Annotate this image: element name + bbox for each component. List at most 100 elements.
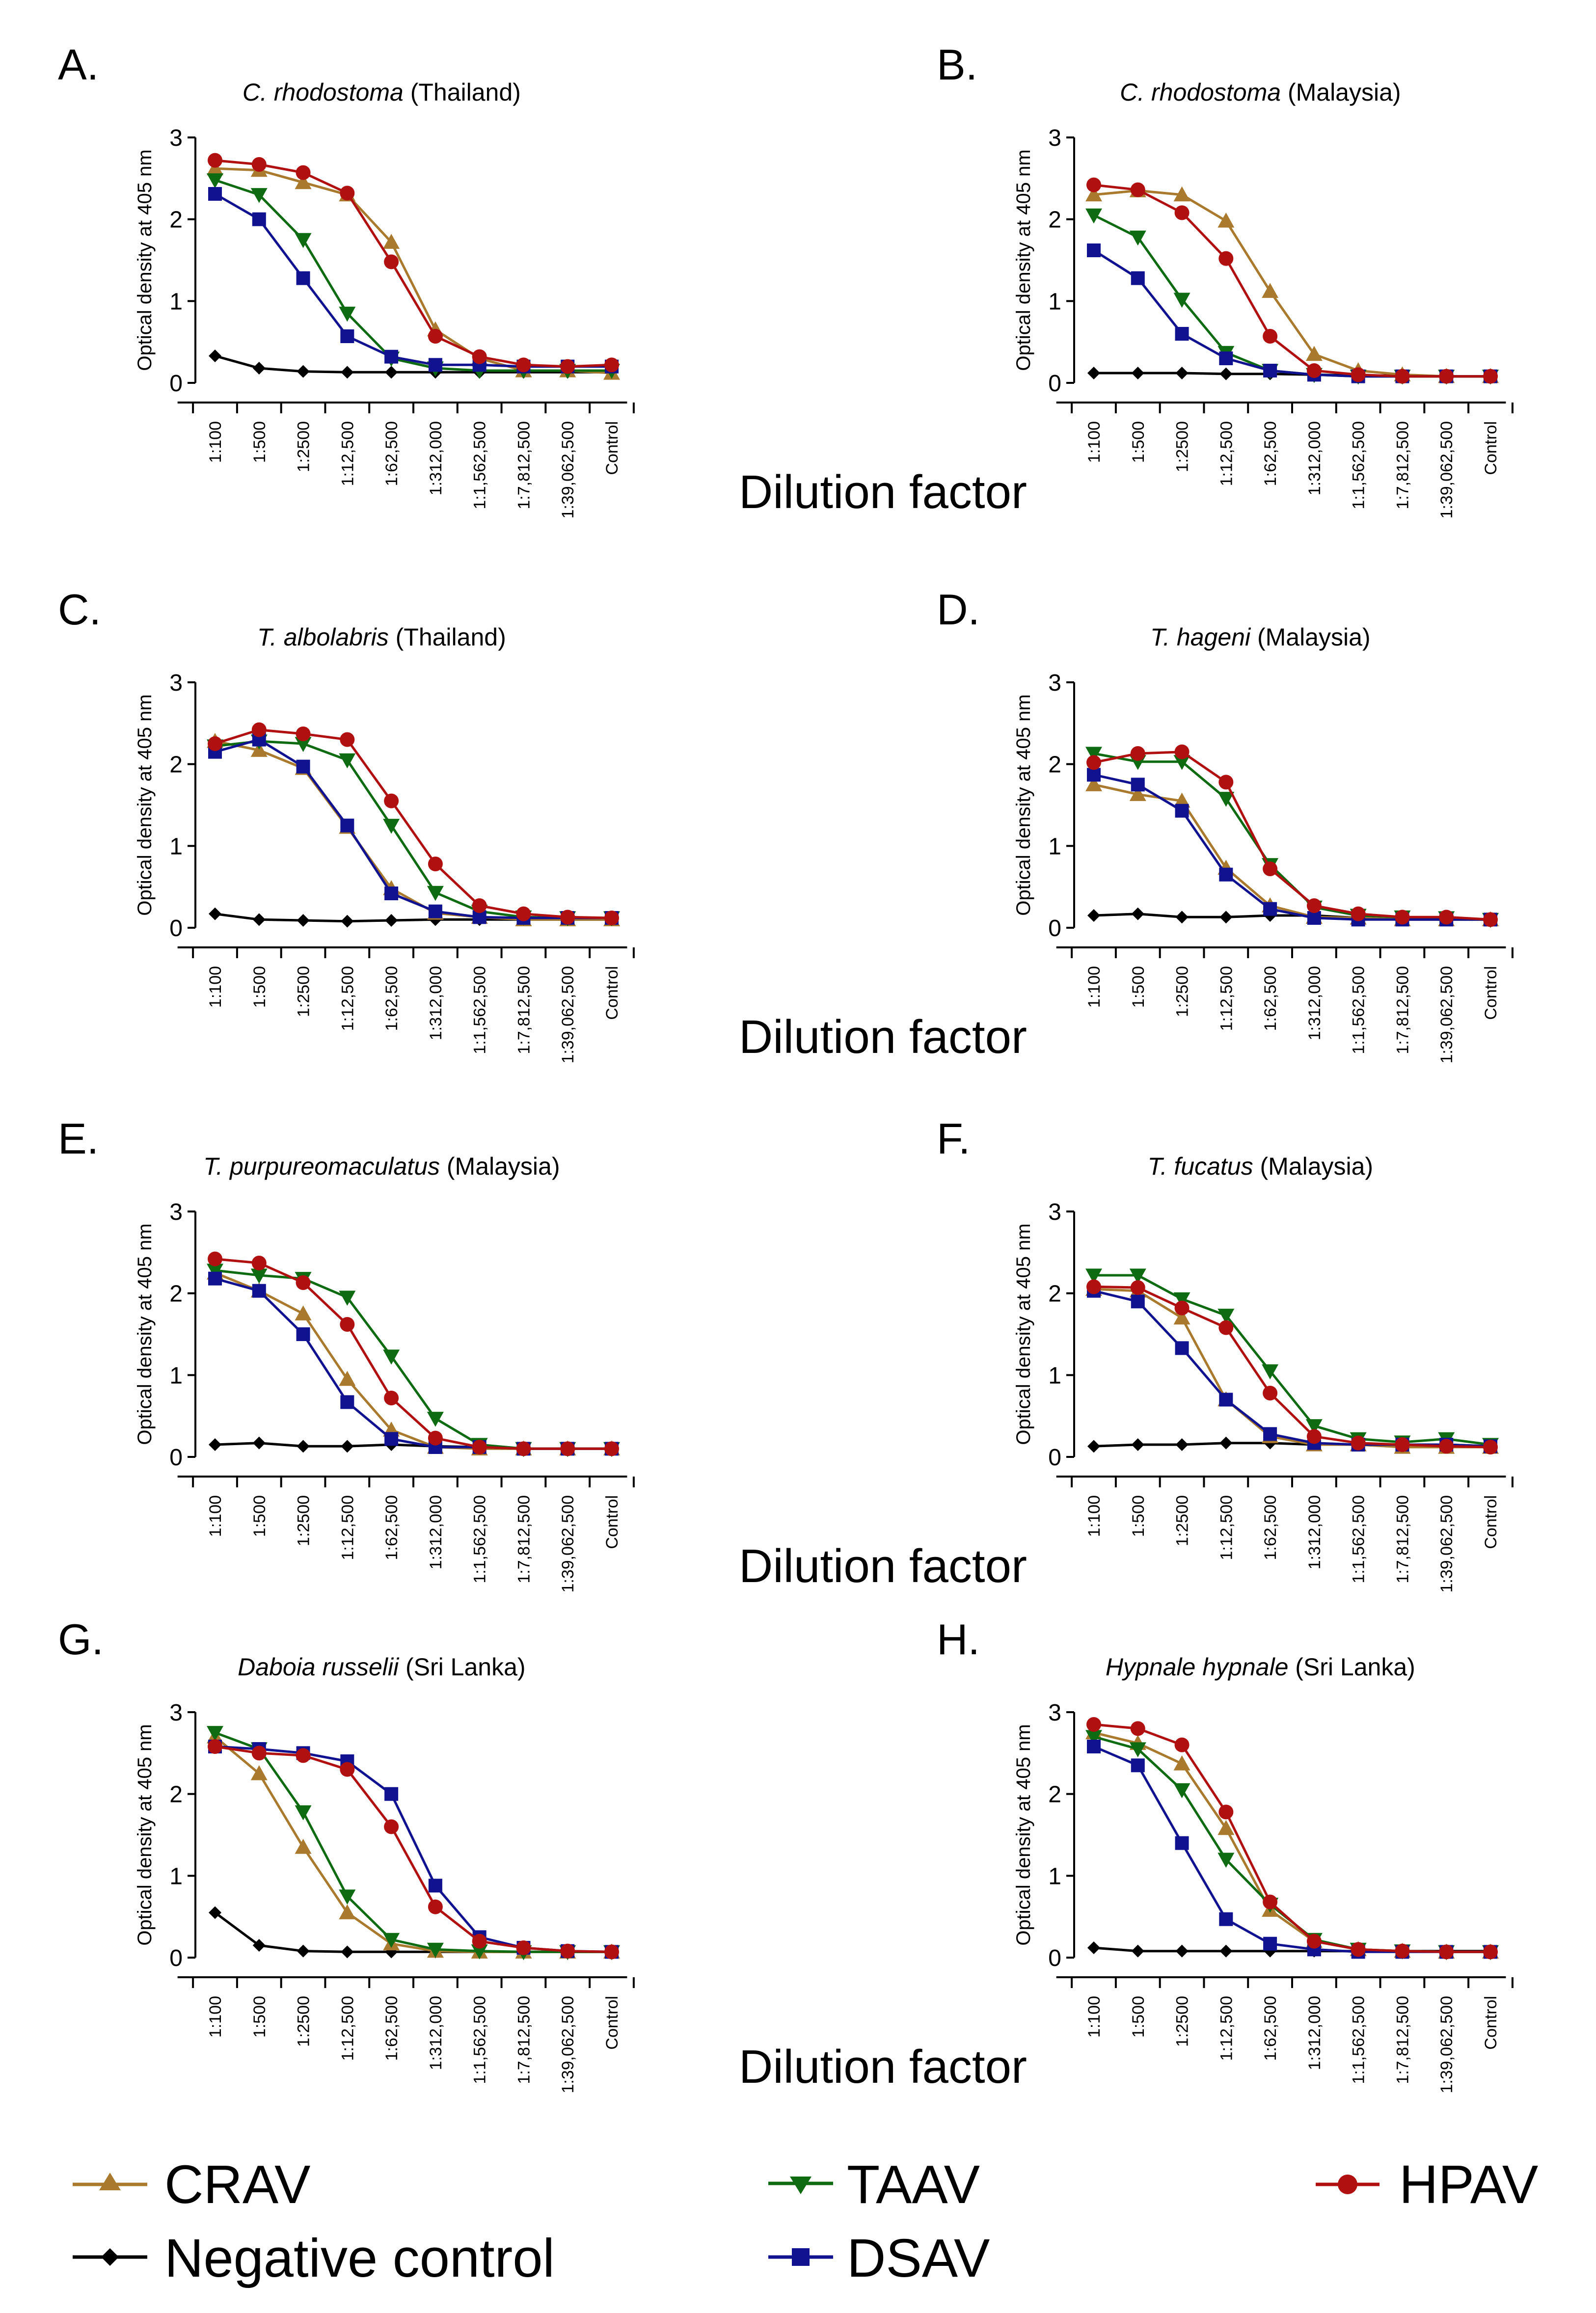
data-point-hpav (296, 1748, 311, 1763)
x-tick-label: 1:7,812,500 (514, 966, 533, 1054)
data-point-crav (1173, 186, 1190, 202)
panel-title-region: (Malaysia) (1281, 79, 1401, 106)
data-point-taav (1305, 1419, 1323, 1434)
panel-title: Daboia russelii (Sri Lanka) (238, 1653, 525, 1681)
data-point-taav (1217, 1853, 1235, 1868)
series-line-crav (215, 740, 612, 921)
x-tick-label: Control (1482, 1996, 1500, 2050)
series-line-hpav (1093, 1285, 1491, 1449)
data-point-dsav (1131, 778, 1145, 792)
legend-marker-negative-control (101, 2248, 119, 2266)
data-point-hpav (1351, 1942, 1366, 1957)
x-tick-label: 1:62,500 (1261, 421, 1280, 486)
x-tick-label: Control (1482, 421, 1500, 475)
panel-title-species: T. fucatus (1148, 1153, 1253, 1180)
x-tick-label: 1:7,812,500 (1393, 966, 1412, 1054)
data-point-taav (295, 1805, 312, 1821)
x-tick-label: 1:312,000 (1305, 966, 1324, 1040)
panel-title: Hypnale hypnale (Sri Lanka) (1106, 1653, 1415, 1681)
x-tick-label: 1:7,812,500 (514, 421, 533, 510)
data-point-crav (1305, 346, 1323, 361)
y-axis-label: Optical density at 405 nm (1013, 149, 1034, 371)
x-tick-label: 1:100 (206, 966, 225, 1008)
legend: CRAV TAAV HPAV Negative control DSAV (73, 2154, 1538, 2288)
data-point-hpav (1218, 1320, 1234, 1335)
panel-title-region: (Malaysia) (1253, 1153, 1373, 1180)
series-line-hpav (1093, 751, 1491, 921)
data-point-hpav (604, 1944, 619, 1960)
y-tick-label: 1 (1048, 1863, 1061, 1889)
data-point-hpav (1263, 1894, 1278, 1910)
y-tick-label: 3 (169, 1199, 183, 1225)
x-tick-label: 1:7,812,500 (1393, 1495, 1412, 1584)
data-point-negative-control (297, 365, 310, 378)
data-point-negative-control (297, 1944, 310, 1958)
data-point-hpav (604, 357, 619, 373)
data-point-dsav (1175, 1341, 1189, 1355)
data-point-negative-control (385, 914, 398, 927)
data-point-negative-control (252, 1436, 266, 1450)
data-point-hpav (428, 857, 443, 871)
y-tick-label: 3 (169, 670, 183, 696)
panel-title-region: (Malaysia) (1250, 623, 1370, 651)
x-tick-label: 1:312,000 (1305, 1996, 1324, 2070)
chart-panel-f: F. T. fucatus (Malaysia) 0 1 2 3 Optical densi… (739, 1114, 1514, 1593)
x-tick-label: 1:100 (206, 421, 225, 463)
data-point-taav (1173, 1783, 1190, 1799)
data-point-crav (295, 1305, 312, 1320)
data-point-dsav (296, 271, 310, 285)
data-point-negative-control (1131, 1944, 1144, 1958)
x-tick-label: 1:62,500 (382, 966, 401, 1031)
x-tick-label: 1:12,500 (338, 1495, 357, 1560)
data-point-dsav (1131, 1758, 1145, 1773)
y-tick-label: 0 (169, 1945, 183, 1971)
data-point-crav (1129, 786, 1146, 801)
data-point-dsav (1263, 902, 1277, 916)
x-axis-label: Dilution factor (739, 466, 1027, 518)
y-tick-label: 1 (1048, 1363, 1061, 1389)
data-point-hpav (208, 153, 222, 168)
data-point-taav (339, 1889, 356, 1905)
y-tick-label: 1 (169, 1863, 183, 1889)
data-point-dsav (1087, 1740, 1101, 1753)
data-point-dsav (428, 358, 442, 372)
x-axis-label: Dilution factor (739, 2041, 1027, 2093)
data-point-taav (1129, 1268, 1146, 1284)
chart-panel-g: G. Daboia russelii (Sri Lanka) 0 1 2 3 Optical… (58, 1615, 635, 2094)
x-tick-label: 1:1,562,500 (471, 966, 489, 1054)
x-tick-label: 1:12,500 (1217, 1495, 1236, 1560)
panel-title-region: (Malaysia) (440, 1153, 560, 1180)
y-tick-label: 0 (169, 371, 183, 397)
x-tick-label: 1:62,500 (1261, 1996, 1280, 2061)
x-tick-label: 1:500 (250, 421, 269, 463)
x-tick-label: 1:500 (250, 1996, 269, 2038)
data-point-taav (1129, 1742, 1146, 1757)
data-point-dsav (384, 350, 399, 364)
series-hpav (208, 722, 619, 925)
data-point-hpav (296, 165, 311, 180)
data-point-crav (1085, 776, 1102, 791)
data-point-crav (1085, 186, 1102, 202)
data-point-hpav (1395, 369, 1410, 384)
panel-title: T. purpureomaculatus (Malaysia) (203, 1153, 560, 1180)
x-tick-label: 1:100 (1085, 421, 1104, 463)
data-point-hpav (1218, 251, 1234, 266)
data-point-taav (207, 1726, 223, 1741)
y-tick-label: 3 (1048, 1700, 1061, 1726)
data-point-negative-control (252, 913, 266, 926)
data-point-crav (383, 234, 400, 249)
x-tick-label: 1:1,562,500 (471, 1996, 489, 2084)
data-point-crav (1217, 213, 1235, 228)
x-tick-label: 1:1,562,500 (471, 421, 489, 510)
data-point-taav (1129, 230, 1146, 246)
series-line-taav (1094, 1274, 1491, 1446)
data-point-hpav (1263, 329, 1278, 344)
series-line-crav (1093, 1288, 1490, 1449)
data-point-hpav (340, 1317, 355, 1332)
x-tick-label: 1:39,062,500 (559, 421, 577, 519)
data-point-taav (339, 753, 356, 769)
data-point-taav (1173, 293, 1190, 308)
legend-item-hpav: HPAV (1316, 2154, 1538, 2215)
x-tick-label: 1:500 (250, 1495, 269, 1537)
